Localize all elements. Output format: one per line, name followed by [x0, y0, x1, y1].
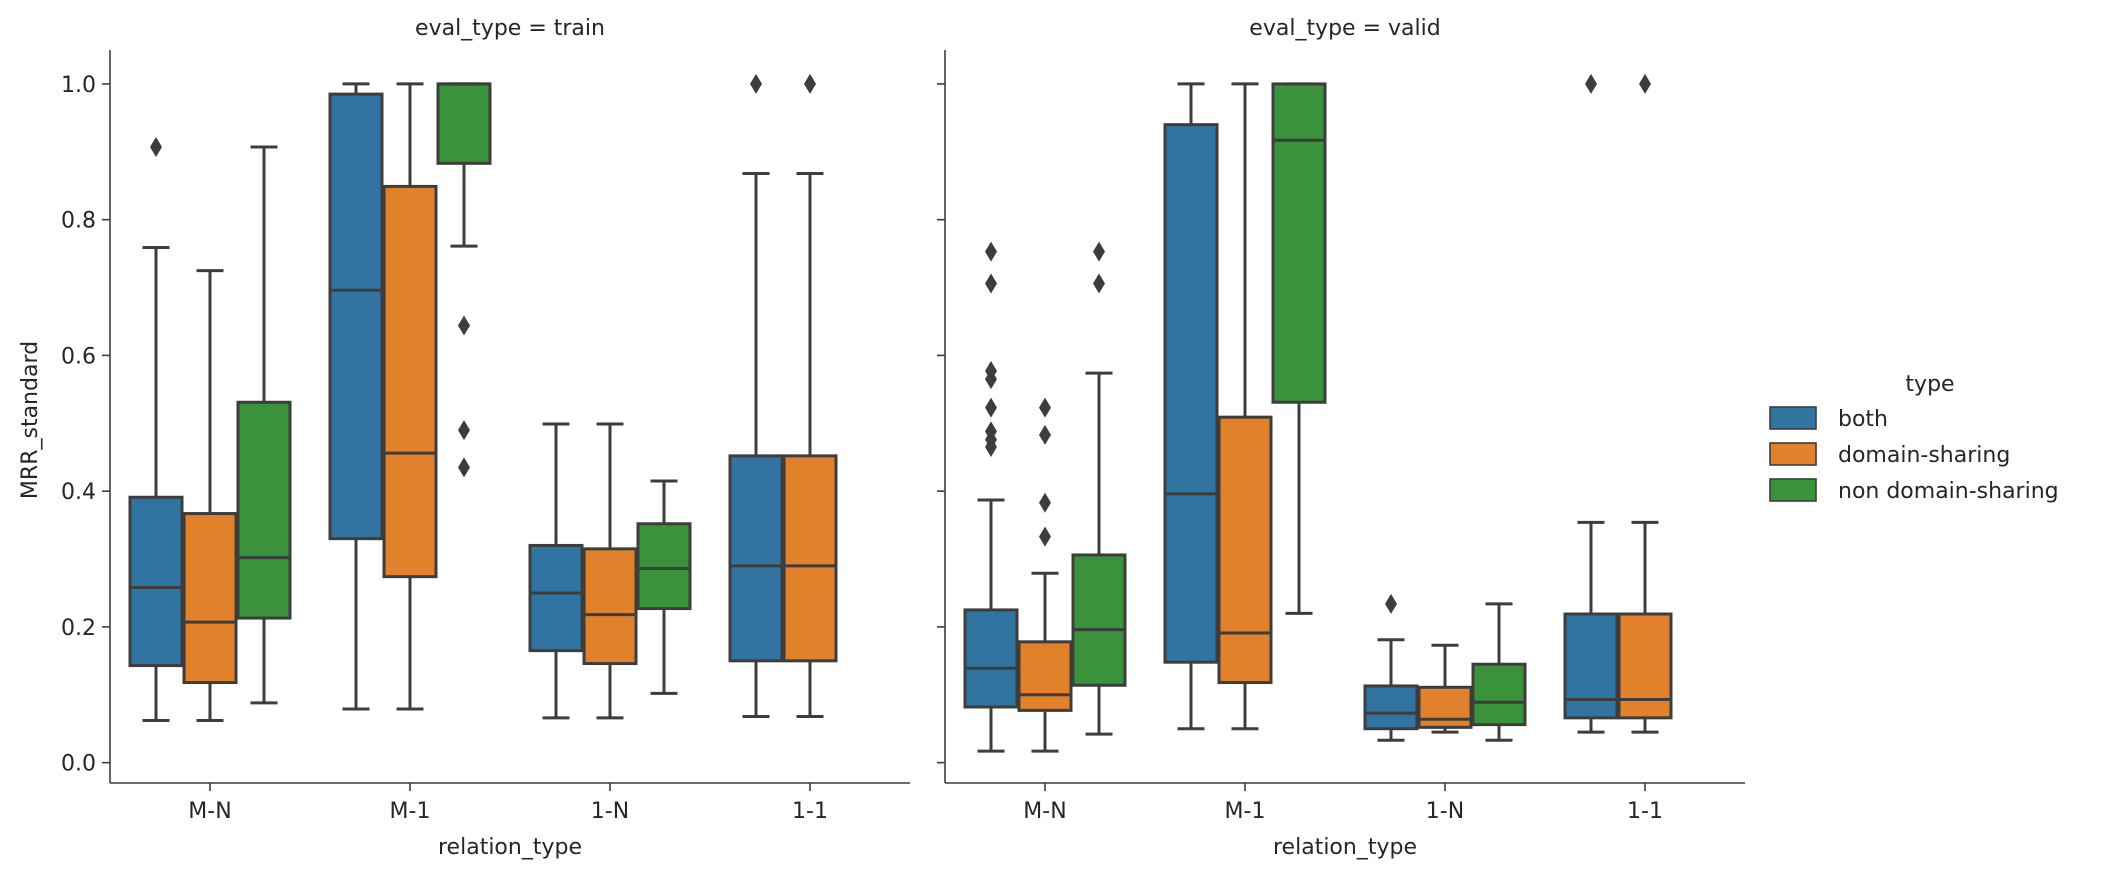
box-non-domain-sharing: [1471, 662, 1527, 727]
y-tick-label: 0.2: [61, 616, 96, 641]
y-tick-label: 0.8: [61, 209, 96, 234]
facet-title-train: eval_type = train: [415, 16, 605, 41]
box-both: [1363, 684, 1419, 731]
outlier-point: [458, 315, 470, 336]
box-both: [128, 495, 184, 668]
outlier-point: [1039, 397, 1051, 418]
box-domain-sharing: [382, 184, 438, 579]
y-tick-label: 0.0: [61, 752, 96, 777]
box-domain-sharing: [182, 512, 238, 685]
outlier-point: [985, 273, 997, 294]
outlier-point: [1639, 73, 1651, 94]
x-tick-label: 1-1: [1627, 799, 1663, 824]
legend-swatch-both: [1769, 406, 1817, 430]
legend-label-non-domain-sharing: non domain-sharing: [1838, 479, 2059, 504]
box-domain-sharing: [1617, 612, 1673, 720]
x-tick-label: 1-N: [591, 799, 629, 824]
outlier-point: [1039, 424, 1051, 445]
facet-title-valid: eval_type = valid: [1249, 16, 1440, 41]
y-tick-label: 1.0: [61, 73, 96, 98]
box-domain-sharing: [582, 547, 638, 666]
box-non-domain-sharing: [236, 400, 292, 620]
x-tick-label: M-N: [1023, 799, 1066, 824]
x-axis-label-valid: relation_type: [1273, 835, 1417, 860]
box-non-domain-sharing: [1271, 82, 1327, 404]
outlier-point: [458, 420, 470, 441]
box-domain-sharing: [1017, 640, 1073, 712]
x-tick-label: M-N: [188, 799, 231, 824]
plot-layer: 0.0 0.2 0.4 0.6 0.8 1.0 M-N M-1 1-N 1-1 M-N M-1 1-N 1…: [61, 50, 2059, 824]
outlier-point: [1093, 273, 1105, 294]
y-tick-label: 0.4: [61, 480, 96, 505]
legend-swatch-domain-sharing: [1769, 442, 1817, 466]
box-domain-sharing: [1217, 415, 1273, 685]
x-tick-label: 1-1: [792, 799, 828, 824]
outlier-point: [1385, 593, 1397, 614]
box-domain-sharing: [1417, 685, 1473, 729]
legend-label-domain-sharing: domain-sharing: [1838, 443, 2010, 468]
outlier-point: [985, 369, 997, 390]
legend-label-both: both: [1838, 407, 1888, 432]
box-both: [963, 608, 1019, 709]
box-both: [1163, 123, 1219, 664]
y-axis-label: MRR_standard: [18, 341, 43, 499]
box-non-domain-sharing: [436, 82, 492, 165]
outlier-point: [804, 73, 816, 94]
y-tick-label: 0.6: [61, 344, 96, 369]
outlier-point: [985, 437, 997, 458]
box-both: [328, 92, 384, 541]
box-non-domain-sharing: [636, 522, 692, 611]
outlier-point: [1093, 241, 1105, 262]
legend-title: type: [1905, 372, 1954, 397]
x-tick-label: M-1: [1225, 799, 1266, 824]
outlier-point: [458, 457, 470, 478]
box-domain-sharing: [782, 454, 838, 663]
legend-swatch-non-domain-sharing: [1769, 478, 1817, 502]
outlier-point: [1039, 492, 1051, 513]
box-non-domain-sharing: [1071, 553, 1127, 687]
outlier-point: [750, 73, 762, 94]
box-both: [728, 454, 784, 663]
outlier-point: [1585, 73, 1597, 94]
outlier-point: [150, 137, 162, 158]
outlier-point: [1039, 526, 1051, 547]
box-both: [1563, 612, 1619, 720]
x-tick-label: M-1: [390, 799, 431, 824]
x-axis-label-train: relation_type: [438, 835, 582, 860]
box-both: [528, 543, 584, 653]
outlier-point: [985, 241, 997, 262]
x-tick-label: 1-N: [1426, 799, 1464, 824]
outlier-point: [985, 397, 997, 418]
